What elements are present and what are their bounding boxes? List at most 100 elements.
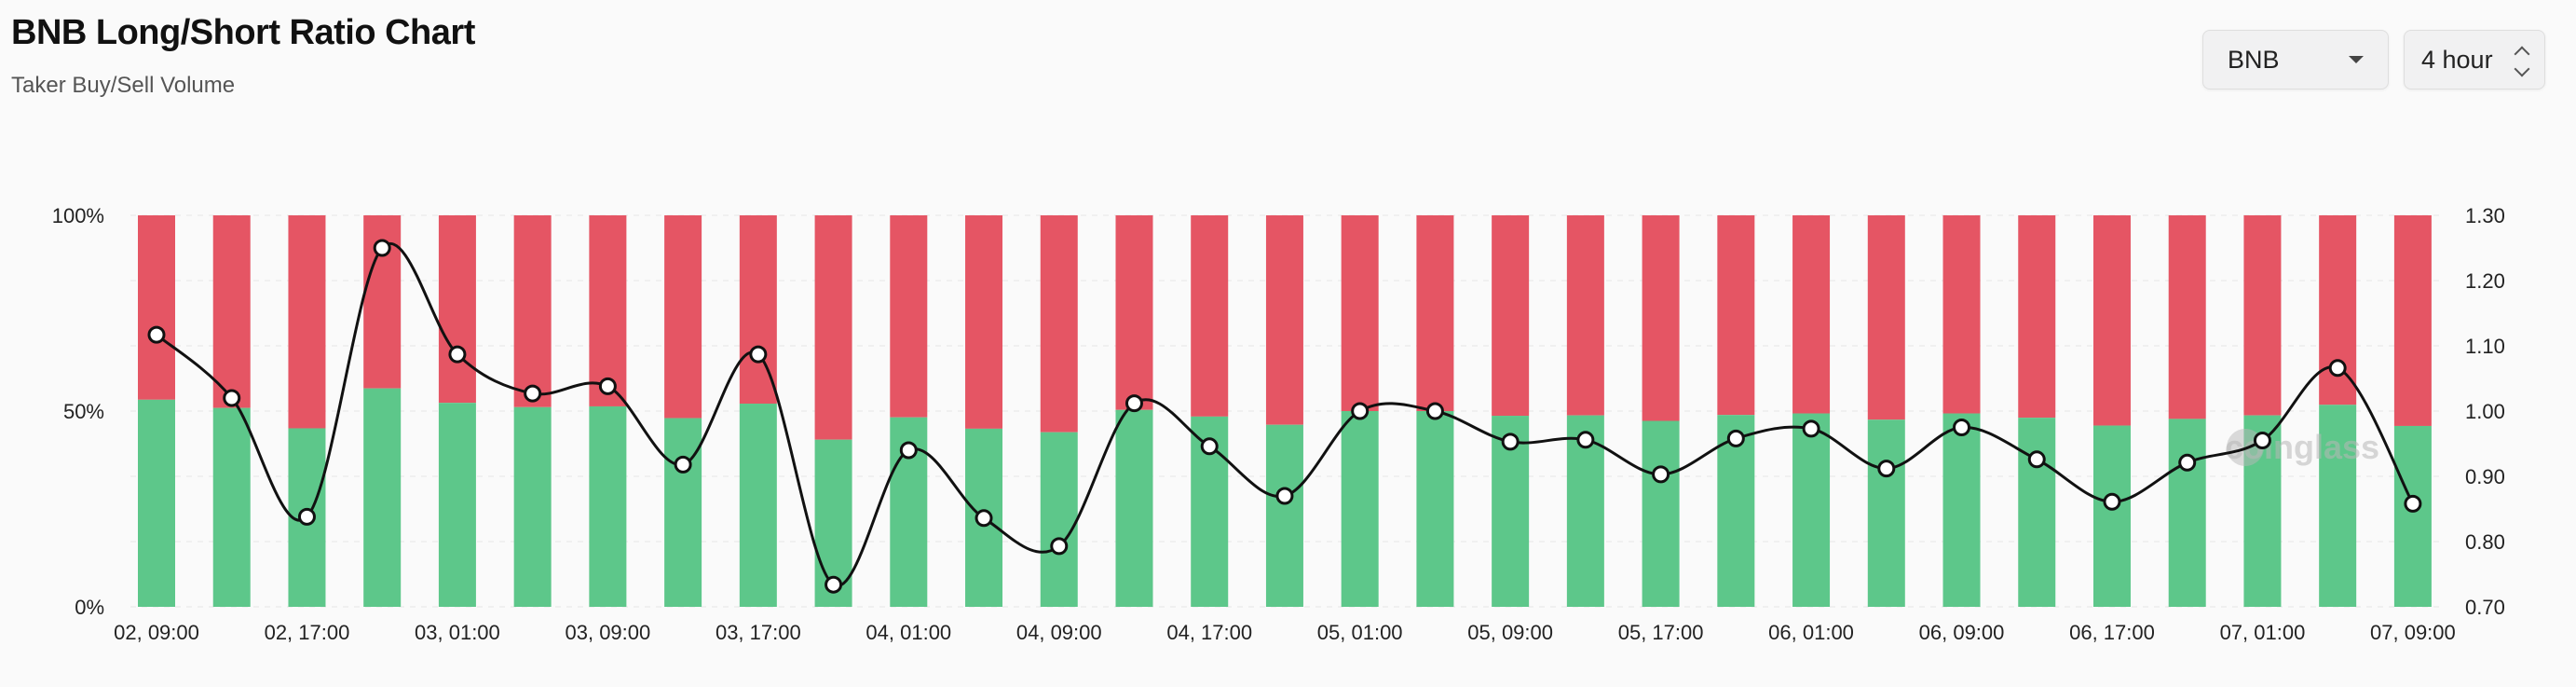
x-tick-label: 05, 17:00 xyxy=(1618,621,1704,644)
long-bar xyxy=(2168,419,2206,607)
ratio-point xyxy=(1200,437,1219,456)
y-left-tick-label: 100% xyxy=(52,204,104,227)
ratio-point xyxy=(1576,431,1595,449)
ratio-line xyxy=(156,242,2415,587)
long-bar xyxy=(1792,413,1831,607)
long-bar xyxy=(739,404,777,607)
short-bar xyxy=(1416,215,1454,411)
ratio-point xyxy=(2103,492,2121,511)
short-bar xyxy=(965,215,1003,429)
ratio-point xyxy=(2404,494,2422,513)
x-tick-label: 02, 09:00 xyxy=(114,621,199,644)
long-bar xyxy=(212,407,251,607)
short-bar xyxy=(138,215,175,400)
x-tick-label: 02, 17:00 xyxy=(265,621,350,644)
x-tick-label: 03, 09:00 xyxy=(566,621,651,644)
long-bar xyxy=(1115,409,1153,607)
short-bar xyxy=(814,215,852,440)
ratio-point xyxy=(1275,487,1294,505)
ratio-point xyxy=(1351,402,1370,420)
ratio-point xyxy=(1652,465,1670,484)
ratio-point xyxy=(2027,450,2046,469)
long-bar xyxy=(1416,411,1454,607)
ratio-point xyxy=(674,455,692,474)
short-bar xyxy=(664,215,702,419)
ratio-point xyxy=(524,384,542,403)
short-bar xyxy=(2243,215,2282,416)
ratio-point xyxy=(975,509,993,528)
ratio-point xyxy=(749,345,768,364)
symbol-select[interactable]: BNB xyxy=(2202,30,2389,89)
long-bar xyxy=(2393,425,2432,607)
ratio-point xyxy=(297,507,316,526)
ratio-point xyxy=(1124,394,1143,413)
ratio-point xyxy=(1877,460,1896,478)
long-bar xyxy=(1867,419,1905,607)
ratio-point xyxy=(825,575,843,594)
y-right-tick-label: 1.00 xyxy=(2465,400,2505,423)
x-tick-label: 07, 01:00 xyxy=(2220,621,2306,644)
long-bar xyxy=(138,399,175,607)
x-tick-label: 07, 09:00 xyxy=(2370,621,2456,644)
long-bar xyxy=(1341,411,1379,607)
ratio-point xyxy=(2178,453,2197,472)
long-bar xyxy=(438,403,476,607)
interval-select-label: 4 hour xyxy=(2421,45,2493,74)
interval-select[interactable]: 4 hour xyxy=(2404,30,2545,89)
short-bar xyxy=(890,215,928,418)
ratio-point xyxy=(223,389,241,407)
ratio-point xyxy=(1726,429,1745,447)
long-bar xyxy=(1265,424,1303,607)
x-tick-label: 06, 17:00 xyxy=(2069,621,2155,644)
x-tick-label: 03, 17:00 xyxy=(716,621,801,644)
long-bar xyxy=(2319,405,2357,607)
ratio-point xyxy=(2328,359,2347,378)
short-bar xyxy=(2018,215,2056,419)
long-bar xyxy=(363,388,402,607)
x-tick-label: 06, 01:00 xyxy=(1768,621,1854,644)
y-right-tick-label: 0.80 xyxy=(2465,530,2505,554)
short-bar xyxy=(438,215,476,404)
short-bar xyxy=(2168,215,2206,419)
long-bar xyxy=(1642,420,1680,607)
short-bar xyxy=(1717,215,1755,416)
long-bar xyxy=(1040,432,1078,607)
ratio-point xyxy=(1802,419,1820,438)
short-bar xyxy=(1792,215,1831,414)
long-bar xyxy=(1942,413,1981,607)
ratio-point xyxy=(1425,402,1444,420)
short-bar xyxy=(1191,215,1229,417)
long-bar xyxy=(2092,425,2131,607)
x-tick-label: 05, 09:00 xyxy=(1467,621,1553,644)
symbol-select-label: BNB xyxy=(2228,45,2280,74)
y-right-tick-label: 1.30 xyxy=(2465,204,2505,227)
ratio-point xyxy=(598,377,617,395)
short-bar xyxy=(1492,215,1530,417)
short-bar xyxy=(589,215,627,406)
caret-down-icon xyxy=(2349,56,2364,63)
x-tick-label: 03, 01:00 xyxy=(415,621,500,644)
ratio-point xyxy=(1050,537,1069,556)
short-bar xyxy=(1566,215,1604,416)
short-bar xyxy=(212,215,251,408)
short-bar xyxy=(739,215,777,405)
ratio-point xyxy=(2253,432,2271,449)
x-tick-label: 06, 09:00 xyxy=(1919,621,2005,644)
long-bar xyxy=(664,418,702,607)
short-bar xyxy=(2092,215,2131,426)
short-bar xyxy=(1642,215,1680,421)
page-title: BNB Long/Short Ratio Chart xyxy=(11,13,475,52)
y-right-tick-label: 0.90 xyxy=(2465,465,2505,488)
x-tick-label: 04, 09:00 xyxy=(1016,621,1102,644)
ratio-point xyxy=(373,239,391,257)
ratio-point xyxy=(1953,419,1971,436)
short-bar xyxy=(1040,215,1078,433)
short-bar xyxy=(2393,215,2432,426)
y-right-tick-label: 0.70 xyxy=(2465,596,2505,619)
long-bar xyxy=(589,405,627,607)
y-left-tick-label: 0% xyxy=(75,596,104,619)
x-tick-label: 05, 01:00 xyxy=(1317,621,1403,644)
x-tick-label: 04, 01:00 xyxy=(865,621,951,644)
ratio-point xyxy=(899,441,918,460)
